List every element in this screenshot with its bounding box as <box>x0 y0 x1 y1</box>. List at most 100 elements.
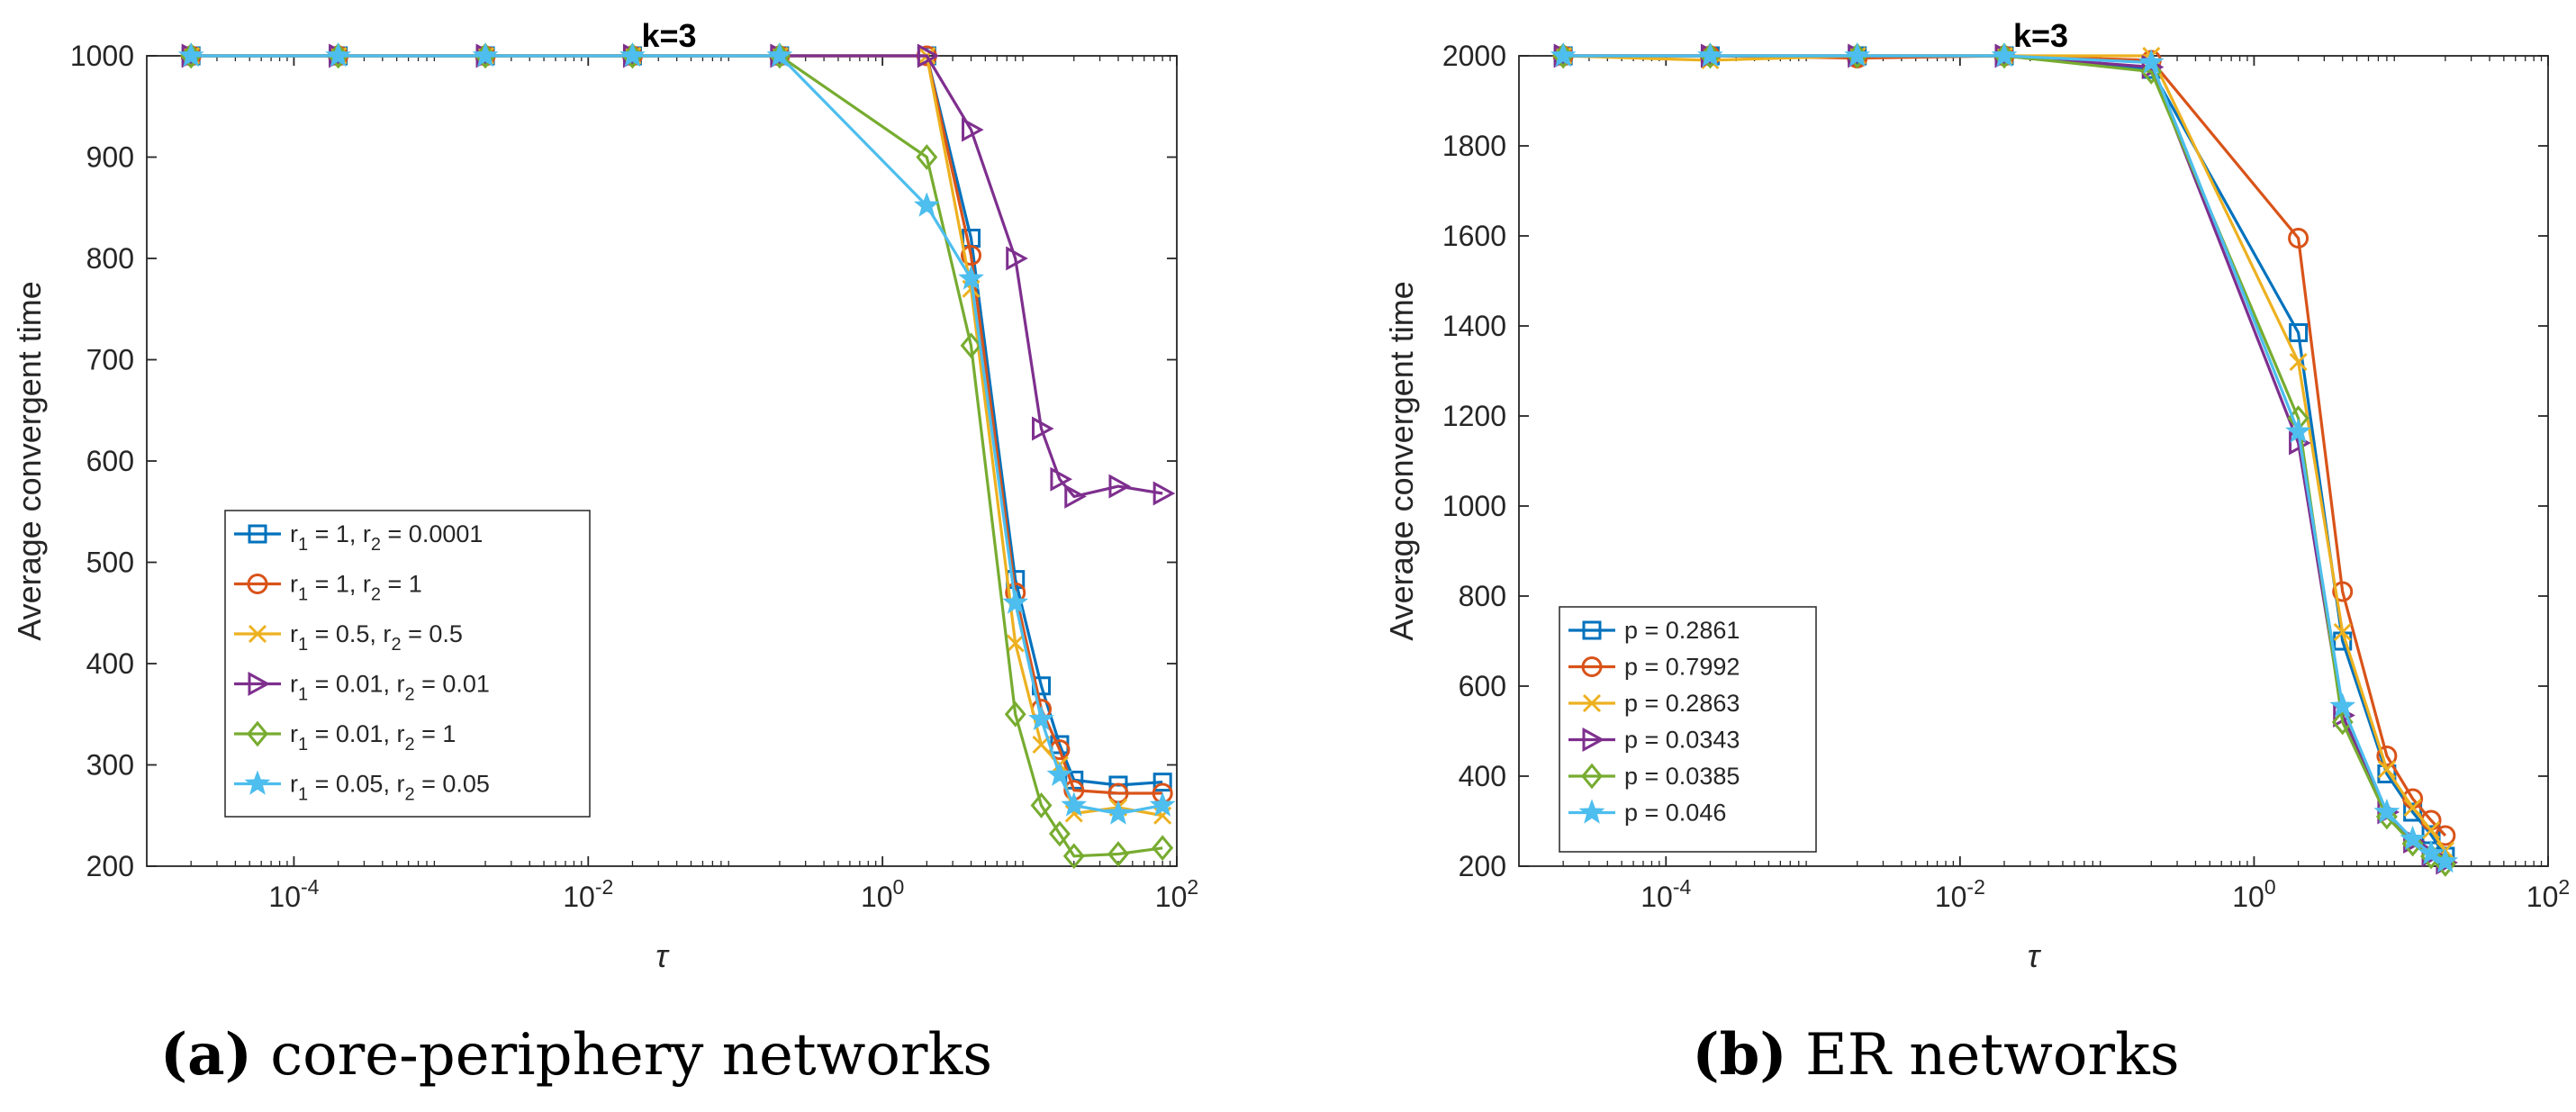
legend-label-part: r <box>290 620 298 647</box>
legend-label: r1 = 1, r2 = 0.0001 <box>290 520 483 555</box>
legend-label-part: r <box>290 520 298 547</box>
legend-label-part: = 1, r <box>308 571 371 598</box>
legend-item: r1 = 0.05, r2 = 0.05 <box>234 770 490 805</box>
data-point <box>1149 791 1176 817</box>
legend-marker <box>248 671 271 697</box>
legend-label-part: r <box>290 771 298 798</box>
legend-label-part: 1 <box>298 585 308 605</box>
legend-marker <box>244 770 271 795</box>
legend-label-part: p = 0.0343 <box>1624 727 1740 754</box>
legend-label-part: p = 0.046 <box>1624 800 1726 827</box>
data-point <box>1006 634 1025 653</box>
panel-a-caption-text: core-periphery networks <box>252 1022 992 1089</box>
y-tick-label: 2000 <box>1442 40 1506 72</box>
data-point <box>1108 474 1132 499</box>
y-tick-label: 1000 <box>70 40 134 72</box>
legend-marker <box>1582 693 1602 713</box>
y-tick-label: 1000 <box>1442 490 1506 522</box>
legend-label-part: 2 <box>371 535 381 555</box>
data-point <box>2289 323 2309 342</box>
legend-item: p = 0.0385 <box>1568 763 1740 790</box>
series-6 <box>1550 41 2459 873</box>
legend-label-part: r <box>290 671 298 698</box>
legend-label-part: = 0.01, r <box>308 671 404 698</box>
data-point <box>1046 761 1073 787</box>
data-point <box>2332 581 2354 602</box>
panel-b-caption-text: ER networks <box>1787 1022 2180 1089</box>
data-point <box>2373 798 2400 824</box>
y-tick-label: 800 <box>86 242 134 275</box>
legend-item: p = 0.046 <box>1568 799 1726 827</box>
data-point <box>2333 622 2352 642</box>
data-point <box>2288 228 2309 249</box>
x-tick-exponent: -4 <box>301 875 320 899</box>
legend-label-part: = 0.05, r <box>308 771 404 798</box>
data-point <box>958 265 984 290</box>
x-tick-exponent: 0 <box>893 875 905 899</box>
legend-label: r1 = 0.05, r2 = 0.05 <box>290 771 490 805</box>
y-tick-label: 300 <box>86 749 134 782</box>
y-axis-label: Average convergent time <box>1383 281 1420 641</box>
panel-a-caption-letter: (a) <box>160 1021 252 1089</box>
series-6 <box>177 41 1176 825</box>
data-point <box>1107 841 1129 867</box>
data-point <box>1002 589 1029 614</box>
data-point <box>2377 760 2396 779</box>
legend-label-part: 2 <box>404 735 414 755</box>
data-point <box>2403 802 2423 822</box>
x-tick-base: 10 <box>563 881 595 913</box>
data-point <box>2289 352 2308 372</box>
legend-label-part: 2 <box>391 635 401 655</box>
legend-label-part: p = 0.2861 <box>1624 617 1740 644</box>
y-tick-label: 1600 <box>1442 220 1506 252</box>
x-tick-label: 102 <box>1155 875 1198 913</box>
legend-label: r1 = 0.5, r2 = 0.5 <box>290 620 463 655</box>
legend-label-part: = 0.05 <box>415 771 490 798</box>
x-tick-exponent: -4 <box>1673 875 1692 899</box>
legend-marker <box>248 524 267 544</box>
y-tick-label: 600 <box>1459 670 1506 702</box>
legend-box <box>1559 606 1817 853</box>
data-point <box>1062 843 1085 870</box>
legend-box <box>224 510 591 818</box>
legend-label-part: 2 <box>404 785 414 805</box>
legend-label: p = 0.0385 <box>1624 763 1740 790</box>
data-point <box>2403 798 2422 818</box>
data-point <box>1032 416 1054 441</box>
legend-label-part: = 1 <box>415 720 456 747</box>
data-point <box>325 41 352 68</box>
x-axis-label: τ <box>2028 937 2042 974</box>
panel-b-caption: (b) ER networks <box>1692 1021 2179 1089</box>
data-point <box>2400 825 2427 851</box>
chart-title: k=3 <box>641 17 696 54</box>
y-tick-label: 900 <box>86 141 134 174</box>
x-tick-exponent: -2 <box>1966 875 1984 899</box>
legend-label-part: r <box>290 720 298 747</box>
panel-a-chart: 10-4 10-2 100 10220030040050060070080090010… <box>11 17 1198 974</box>
data-point <box>1064 484 1087 509</box>
legend-label-part: = 1 <box>381 571 422 598</box>
data-point <box>2421 820 2441 840</box>
data-point <box>1028 705 1054 731</box>
data-point <box>960 332 982 359</box>
data-point <box>472 41 499 68</box>
x-tick-label: 100 <box>861 875 904 913</box>
legend-item: p = 0.0343 <box>1568 727 1740 754</box>
legend-label-part: 1 <box>298 785 308 805</box>
data-point <box>2329 692 2356 718</box>
legend-label-part: 1 <box>298 735 308 755</box>
legend-label: p = 0.046 <box>1624 800 1726 827</box>
data-point <box>2138 49 2165 74</box>
data-point <box>1061 791 1088 817</box>
data-point <box>1844 41 1871 68</box>
legend-label-part: 1 <box>298 685 308 705</box>
data-point <box>1697 41 1723 68</box>
data-point <box>1550 41 1577 68</box>
legend-marker <box>248 624 267 644</box>
x-tick-exponent: -2 <box>595 875 613 899</box>
legend-label: r1 = 1, r2 = 1 <box>290 571 422 605</box>
legend-label-part: = 1, r <box>308 520 371 547</box>
legend-label-part: p = 0.0385 <box>1624 763 1740 790</box>
legend-marker <box>1582 620 1602 640</box>
